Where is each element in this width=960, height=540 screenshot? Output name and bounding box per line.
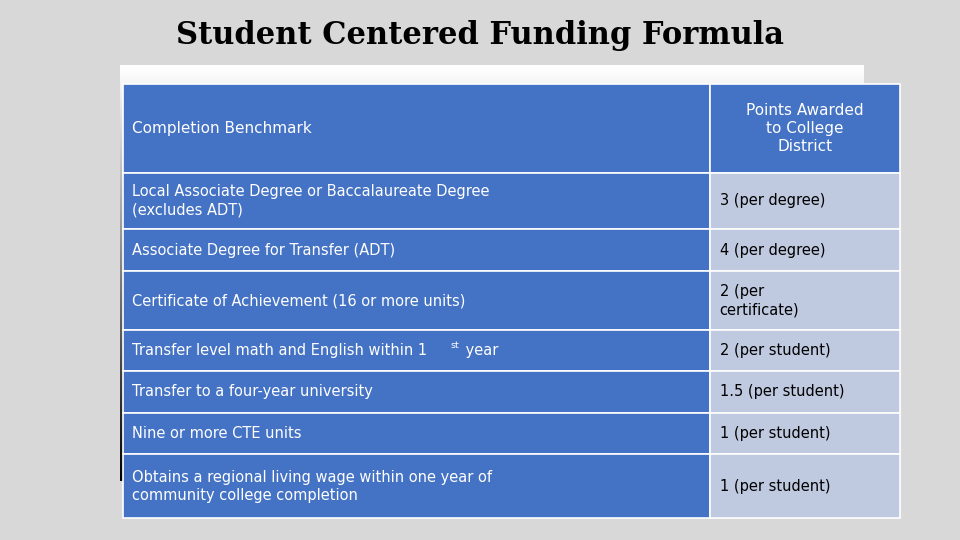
Text: 4 (per degree): 4 (per degree) bbox=[720, 242, 825, 258]
Text: 1 (per student): 1 (per student) bbox=[720, 426, 830, 441]
Text: Local Associate Degree or Baccalaureate Degree
(excludes ADT): Local Associate Degree or Baccalaureate … bbox=[132, 184, 490, 217]
Text: 2 (per student): 2 (per student) bbox=[720, 343, 830, 359]
Text: 3 (per degree): 3 (per degree) bbox=[720, 193, 825, 208]
Text: Student Centered Funding Formula: Student Centered Funding Formula bbox=[176, 19, 784, 51]
Text: Transfer level math and English within 1: Transfer level math and English within 1 bbox=[132, 343, 427, 359]
Text: Certificate of Achievement (16 or more units): Certificate of Achievement (16 or more u… bbox=[132, 293, 466, 308]
Text: Nine or more CTE units: Nine or more CTE units bbox=[132, 426, 302, 441]
Text: Obtains a regional living wage within one year of
community college completion: Obtains a regional living wage within on… bbox=[132, 469, 492, 503]
Text: Completion Benchmark: Completion Benchmark bbox=[132, 120, 312, 136]
Text: st: st bbox=[450, 341, 459, 350]
Text: 1.5 (per student): 1.5 (per student) bbox=[720, 384, 844, 400]
Text: Points Awarded
to College
District: Points Awarded to College District bbox=[747, 103, 864, 154]
Text: Associate Degree for Transfer (ADT): Associate Degree for Transfer (ADT) bbox=[132, 242, 396, 258]
Text: Transfer to a four-year university: Transfer to a four-year university bbox=[132, 384, 373, 400]
Text: 1 (per student): 1 (per student) bbox=[720, 478, 830, 494]
Text: 2 (per
certificate): 2 (per certificate) bbox=[720, 284, 799, 318]
Text: year: year bbox=[461, 343, 498, 359]
